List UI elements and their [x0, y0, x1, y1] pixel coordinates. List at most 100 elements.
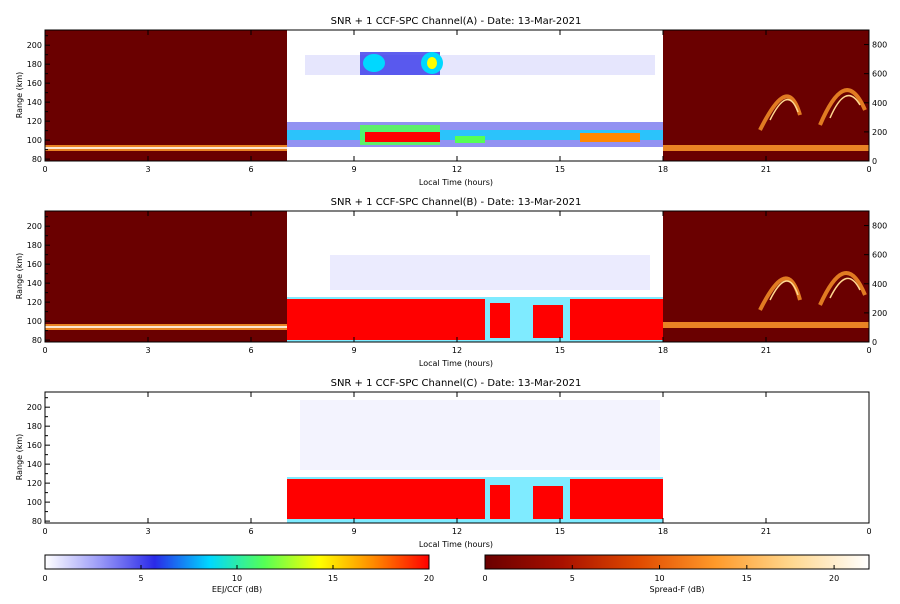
- x-tick-label: 6: [248, 165, 253, 174]
- panel-b: SNR + 1 CCF-SPC Channel(B) - Date: 13-Ma…: [15, 197, 887, 368]
- colorbar-tick-label: 10: [654, 574, 664, 583]
- panel-b-eej-block-1: [287, 299, 485, 340]
- panel-b-spread-plume-cores: [769, 277, 861, 301]
- colorbar-tick-label: 15: [742, 574, 752, 583]
- panel-c-eej-block-2: [490, 485, 510, 519]
- x-tick-label: 0: [42, 165, 47, 174]
- y-tick-label: 100: [27, 498, 42, 507]
- x-tick-label: 12: [452, 346, 462, 355]
- panel-b-eej-block-3: [533, 305, 563, 338]
- panel-c: SNR + 1 CCF-SPC Channel(C) - Date: 13-Ma…: [15, 378, 872, 549]
- y-tick-label: 200: [27, 403, 42, 412]
- panel-c-title: SNR + 1 CCF-SPC Channel(C) - Date: 13-Ma…: [331, 378, 582, 389]
- x-tick-label: 12: [452, 165, 462, 174]
- panel-a-eej-peak-4: [580, 133, 640, 142]
- colorbar-eej: 0 5 10 15 20 EEJ/CCF (dB): [42, 554, 434, 594]
- y-tick-label: 100: [27, 136, 42, 145]
- panel-a-ylabel: Range (km): [15, 72, 24, 119]
- panel-a-spread-plume-cores: [769, 94, 861, 121]
- x-tick-label: 3: [145, 527, 150, 536]
- y-tick-label: 120: [27, 298, 42, 307]
- colorbar-tick-label: 10: [232, 574, 242, 583]
- panel-b-spread-night-early: [45, 211, 287, 342]
- y-tick-label: 140: [27, 279, 42, 288]
- x-tick-label: 18: [658, 346, 668, 355]
- panel-a-xlabel: Local Time (hours): [419, 178, 493, 187]
- colorbar-tick-label: 20: [424, 574, 434, 583]
- x-tick-label: 15: [555, 527, 565, 536]
- panel-c-x-ticks: 0 3 6 9 12 15 18 21 0: [42, 392, 872, 536]
- y-tick-label: 160: [27, 79, 42, 88]
- panel-a-x-ticks: 0 3 6 9 12 15 18 21 0: [42, 30, 872, 174]
- x-tick-label: 0: [866, 165, 871, 174]
- y-tick-label: 140: [27, 98, 42, 107]
- y2-tick-label: 200: [872, 309, 887, 318]
- y-tick-label: 160: [27, 441, 42, 450]
- x-tick-label: 0: [866, 527, 871, 536]
- x-tick-label: 9: [351, 527, 356, 536]
- panel-b-y-ticks: 80 100 120 140 160 180 200: [27, 216, 50, 345]
- panel-b-title: SNR + 1 CCF-SPC Channel(B) - Date: 13-Ma…: [331, 197, 582, 208]
- x-tick-label: 18: [658, 165, 668, 174]
- colorbar-tick-label: 5: [570, 574, 575, 583]
- x-tick-label: 9: [351, 346, 356, 355]
- x-tick-label: 6: [248, 346, 253, 355]
- panel-c-eej-block-1: [287, 479, 485, 519]
- y2-tick-label: 400: [872, 280, 887, 289]
- panel-a-eej-peak-2: [365, 132, 440, 142]
- y2-tick-label: 400: [872, 99, 887, 108]
- y2-tick-label: 0: [872, 157, 877, 166]
- y2-tick-label: 800: [872, 41, 887, 50]
- colorbar-eej-label: EEJ/CCF (dB): [212, 585, 262, 594]
- y2-tick-label: 600: [872, 251, 887, 260]
- y-tick-label: 180: [27, 241, 42, 250]
- y-tick-label: 120: [27, 479, 42, 488]
- panel-c-xlabel: Local Time (hours): [419, 540, 493, 549]
- panel-a-title: SNR + 1 CCF-SPC Channel(A) - Date: 13-Ma…: [331, 16, 582, 27]
- y2-tick-label: 0: [872, 338, 877, 347]
- y2-tick-label: 800: [872, 222, 887, 231]
- x-tick-label: 0: [42, 346, 47, 355]
- colorbar-eej-ticks: 0 5 10 15 20: [42, 565, 434, 583]
- x-tick-label: 15: [555, 165, 565, 174]
- panel-b-spread-night-late: [663, 211, 869, 342]
- panel-a-eej-band-core: [287, 130, 663, 140]
- panel-b-spread-layer-late: [663, 322, 869, 328]
- x-tick-label: 12: [452, 527, 462, 536]
- panel-b-plot-area: [45, 211, 869, 342]
- x-tick-label: 9: [351, 165, 356, 174]
- x-tick-label: 15: [555, 346, 565, 355]
- x-tick-label: 21: [761, 527, 771, 536]
- y-tick-label: 120: [27, 117, 42, 126]
- panel-b-xlabel: Local Time (hours): [419, 359, 493, 368]
- y-tick-label: 180: [27, 422, 42, 431]
- y-tick-label: 100: [27, 317, 42, 326]
- colorbar-spread: 0 5 10 15 20 Spread-F (dB): [482, 554, 870, 594]
- x-tick-label: 6: [248, 527, 253, 536]
- panel-a-plot-area: [45, 30, 869, 161]
- panel-a-spread-plumes: [758, 88, 867, 131]
- panel-c-y-ticks: 80 100 120 140 160 180 200: [27, 397, 50, 526]
- panel-c-plot-area: [45, 392, 869, 523]
- panel-b-ylabel: Range (km): [15, 253, 24, 300]
- colorbar-tick-label: 15: [328, 574, 338, 583]
- colorbar-tick-label: 5: [138, 574, 143, 583]
- y-tick-label: 180: [27, 60, 42, 69]
- colorbar-tick-label: 20: [829, 574, 839, 583]
- colorbar-tick-label: 0: [482, 574, 487, 583]
- panel-c-eej-block-4: [570, 479, 663, 519]
- y-tick-label: 80: [32, 336, 42, 345]
- colorbar-spread-label: Spread-F (dB): [649, 585, 704, 594]
- panel-c-eej-block-3: [533, 486, 563, 519]
- x-tick-label: 18: [658, 527, 668, 536]
- panel-a-eej-peak-3: [455, 136, 485, 143]
- panel-b-spread-core-early: [45, 326, 287, 328]
- panel-a-upper-blob-core: [427, 57, 437, 69]
- y-tick-label: 160: [27, 260, 42, 269]
- panel-a: SNR + 1 CCF-SPC Channel(A) - Date: 13-Ma…: [15, 16, 887, 187]
- panel-a-spread-layer-late: [663, 145, 869, 151]
- panel-b-eej-block-4: [570, 299, 663, 340]
- colorbar-tick-label: 0: [42, 574, 47, 583]
- panel-a-y-ticks: 80 100 120 140 160 180 200: [27, 35, 50, 164]
- y-tick-label: 80: [32, 155, 42, 164]
